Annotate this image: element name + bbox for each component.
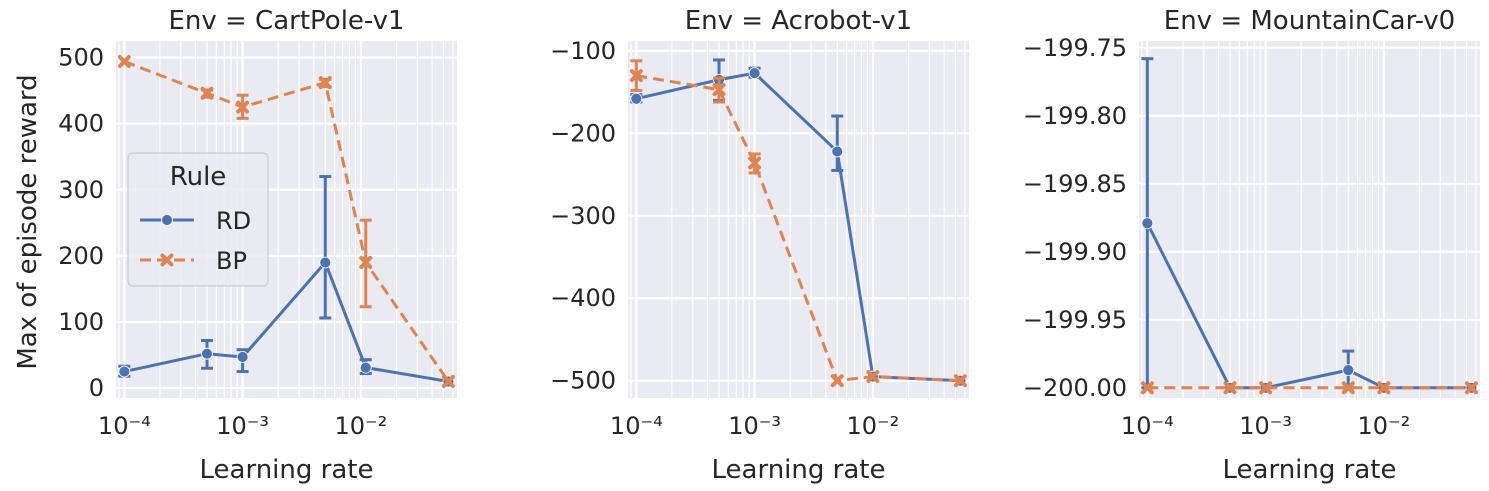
circle-marker [1141,217,1154,230]
x-marker [200,86,214,100]
x-tick-label: 10⁻² [1357,412,1410,440]
x-marker [1341,381,1355,395]
x-tick-label: 10⁻⁴ [610,412,663,440]
circle-marker [748,67,761,80]
chart-panel-2: 10⁻⁴ 10⁻³ 10⁻² −100 −200 −300 −400 −500 Env = Ac… [550,6,969,485]
circle-marker [319,256,332,269]
y-tick-label: −199.75 [1023,34,1127,62]
y-tick-label: 400 [58,110,104,138]
x-marker [160,253,174,267]
circle-marker [630,92,643,105]
series-line [636,74,961,383]
x-axis-label: Learning rate [200,455,374,485]
panel-title: Env = MountainCar-v0 [1164,6,1455,36]
x-marker [318,76,332,90]
y-tick-label: −199.85 [1023,170,1127,198]
plot-background [628,41,969,398]
circle-marker [359,361,372,374]
y-axis-label: Max of episode reward [13,74,43,369]
y-tick-label: 300 [58,176,104,204]
legend-entry-rd: RD [140,207,251,235]
x-marker [1464,381,1478,395]
series-line [1146,222,1472,390]
y-tick-label: −100 [550,37,616,65]
x-marker [1223,381,1237,395]
series-bp [117,54,455,388]
x-marker [117,54,131,68]
x-tick-label: 10⁻³ [1239,412,1292,440]
legend-label: BP [216,247,247,275]
legend-title: Rule [170,162,227,192]
panel-title: Env = Acrobot-v1 [685,6,912,36]
x-marker [830,374,844,388]
x-axis-label: Learning rate [712,455,886,485]
series-line [123,60,450,383]
y-tick-label: −500 [550,367,616,395]
plot-background [1139,41,1480,398]
circle-marker [236,351,249,363]
x-tick-label: 10⁻³ [728,412,781,440]
circle-marker [118,365,131,378]
x-marker [748,156,762,170]
x-marker [441,374,455,388]
circle-marker [201,347,213,360]
chart-panel-3: 10⁻⁴ 10⁻³ 10⁻² −199.75 −199.80 −199.85 −199.90… [1023,6,1480,485]
y-tick-label: 0 [89,374,104,402]
x-marker [866,370,880,384]
circle-marker [831,145,844,158]
legend-box [127,152,269,287]
legend-entry-bp: BP [140,247,247,275]
y-tick-label: 200 [58,242,104,270]
y-tick-label: 500 [58,44,104,72]
y-tick-label: −199.80 [1023,102,1127,130]
y-tick-label: −200.00 [1023,374,1127,402]
x-tick-label: 10⁻³ [216,412,269,440]
y-tick-label: −200 [550,119,616,147]
x-tick-label: 10⁻⁴ [98,412,151,440]
x-marker [712,83,726,97]
y-tick-label: −400 [550,284,616,312]
y-tick-label: −199.95 [1023,306,1127,334]
x-marker [359,255,373,269]
x-marker [1259,381,1273,395]
series-bp [629,59,967,388]
circle-marker [1342,364,1355,377]
x-marker [629,69,643,83]
legend-label: RD [216,207,251,235]
chart-panel-1: 10⁻⁴ 10⁻³ 10⁻² 0 100 200 300 400 500 Env = CartPo… [58,6,457,485]
x-tick-label: 10⁻⁴ [1121,412,1174,440]
x-marker [1377,381,1391,395]
x-marker [1140,381,1154,395]
y-tick-label: −199.90 [1023,238,1127,266]
series-line [124,260,449,383]
panel-title: Env = CartPole-v1 [168,6,404,36]
x-tick-label: 10⁻² [846,412,899,440]
x-marker [953,374,967,388]
x-axis-label: Learning rate [1223,455,1397,485]
circle-marker [161,214,173,226]
x-tick-label: 10⁻² [334,412,387,440]
y-tick-label: −300 [550,202,616,230]
x-marker [236,100,250,114]
y-tick-label: 100 [58,308,104,336]
series-bp [1140,381,1478,395]
